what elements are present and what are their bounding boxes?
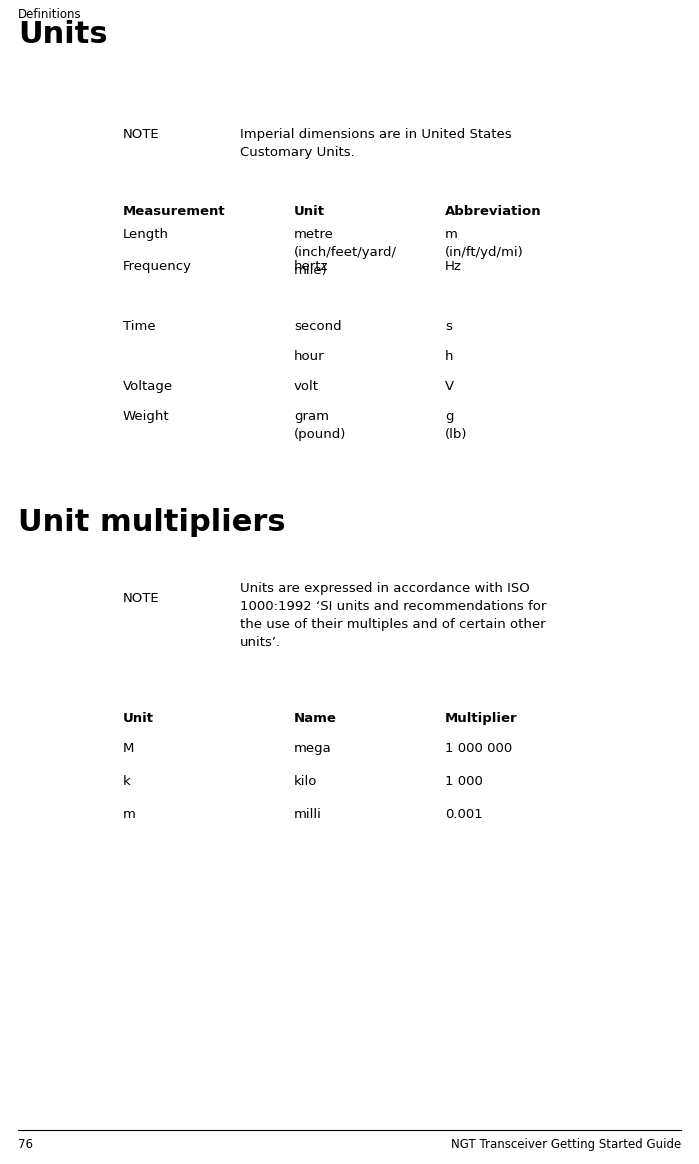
Text: NOTE: NOTE — [123, 128, 159, 141]
Text: gram
(pound): gram (pound) — [294, 410, 347, 441]
Text: Name: Name — [294, 712, 337, 725]
Text: Weight: Weight — [123, 410, 170, 423]
Text: Unit: Unit — [294, 205, 325, 218]
Text: volt: volt — [294, 379, 319, 393]
Text: g
(lb): g (lb) — [445, 410, 468, 441]
Text: 76: 76 — [18, 1138, 33, 1151]
Text: mega: mega — [294, 741, 332, 755]
Text: m: m — [123, 808, 136, 821]
Text: 1 000 000: 1 000 000 — [445, 741, 512, 755]
Text: 0.001: 0.001 — [445, 808, 483, 821]
Text: hertz: hertz — [294, 260, 329, 274]
Text: h: h — [445, 350, 454, 363]
Text: second: second — [294, 320, 342, 333]
Text: 1 000: 1 000 — [445, 775, 483, 788]
Text: metre
(inch/feet/yard/
mile): metre (inch/feet/yard/ mile) — [294, 228, 397, 277]
Text: kilo: kilo — [294, 775, 317, 788]
Text: Multiplier: Multiplier — [445, 712, 518, 725]
Text: Voltage: Voltage — [123, 379, 173, 393]
Text: Definitions: Definitions — [18, 8, 82, 21]
Text: Unit: Unit — [123, 712, 154, 725]
Text: Time: Time — [123, 320, 156, 333]
Text: M: M — [123, 741, 134, 755]
Text: k: k — [123, 775, 131, 788]
Text: Measurement: Measurement — [123, 205, 226, 218]
Text: Frequency: Frequency — [123, 260, 192, 274]
Text: Length: Length — [123, 228, 169, 241]
Text: Imperial dimensions are in United States
Customary Units.: Imperial dimensions are in United States… — [240, 128, 512, 159]
Text: hour: hour — [294, 350, 324, 363]
Text: m
(in/ft/yd/mi): m (in/ft/yd/mi) — [445, 228, 524, 260]
Text: NOTE: NOTE — [123, 592, 159, 605]
Text: V: V — [445, 379, 454, 393]
Text: Abbreviation: Abbreviation — [445, 205, 542, 218]
Text: Unit multipliers: Unit multipliers — [18, 508, 286, 537]
Text: NGT Transceiver Getting Started Guide: NGT Transceiver Getting Started Guide — [451, 1138, 681, 1151]
Text: milli: milli — [294, 808, 322, 821]
Text: Units: Units — [18, 20, 108, 49]
Text: Hz: Hz — [445, 260, 462, 274]
Text: Units are expressed in accordance with ISO
1000:1992 ‘SI units and recommendatio: Units are expressed in accordance with I… — [240, 582, 547, 650]
Text: s: s — [445, 320, 452, 333]
